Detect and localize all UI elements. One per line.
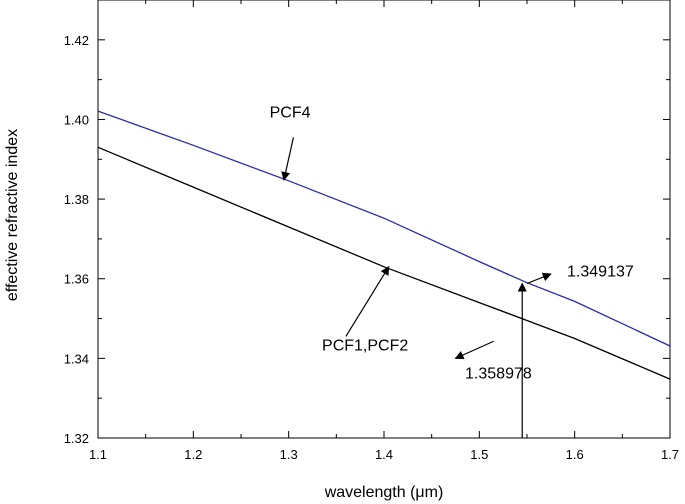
series-line-pcf1-pcf2 xyxy=(97,146,671,380)
x-axis-label: wavelength (μm) xyxy=(324,484,444,501)
y-tick-label: 1.40 xyxy=(64,112,89,127)
x-tick-label: 1.6 xyxy=(566,447,584,462)
plot-area-frame xyxy=(97,0,671,439)
x-tick-label: 1.3 xyxy=(280,447,298,462)
annotation-arrow-val-1349137 xyxy=(526,272,552,285)
y-tick-label: 1.42 xyxy=(64,33,89,48)
series-line-pcf4 xyxy=(97,110,671,347)
y-tick-label: 1.36 xyxy=(64,272,89,287)
annotation-pcf12-label: PCF1,PCF2 xyxy=(322,337,408,354)
annotation-arrow-pcf12-label xyxy=(345,265,390,337)
annotation-arrow-val-1358978 xyxy=(454,340,494,360)
annotation-pcf4-label: PCF4 xyxy=(270,104,311,121)
y-tick-label: 1.32 xyxy=(64,431,89,446)
x-tick-label: 1.4 xyxy=(375,447,393,462)
annotation-val-1358978: 1.358978 xyxy=(465,365,532,382)
axis-ticks xyxy=(97,0,671,439)
tick-labels: 1.1 1.2 1.3 1.4 1.5 1.6 1.7 1.32 1.34 1.36 1.38 1.4… xyxy=(64,33,679,462)
series-lines xyxy=(97,110,671,380)
x-tick-label: 1.2 xyxy=(184,447,202,462)
y-axis-label: effective refractive index xyxy=(4,129,21,301)
annotation-val-1349137: 1.349137 xyxy=(567,264,634,281)
x-tick-label: 1.1 xyxy=(89,447,107,462)
x-tick-label: 1.5 xyxy=(470,447,488,462)
y-tick-label: 1.34 xyxy=(64,351,89,366)
x-tick-label: 1.7 xyxy=(661,447,679,462)
annotations: PCF4 PCF1,PCF2 1.349137 1.358978 xyxy=(270,104,634,438)
annotation-arrow-pcf4-label xyxy=(281,137,295,181)
y-tick-label: 1.38 xyxy=(64,192,89,207)
